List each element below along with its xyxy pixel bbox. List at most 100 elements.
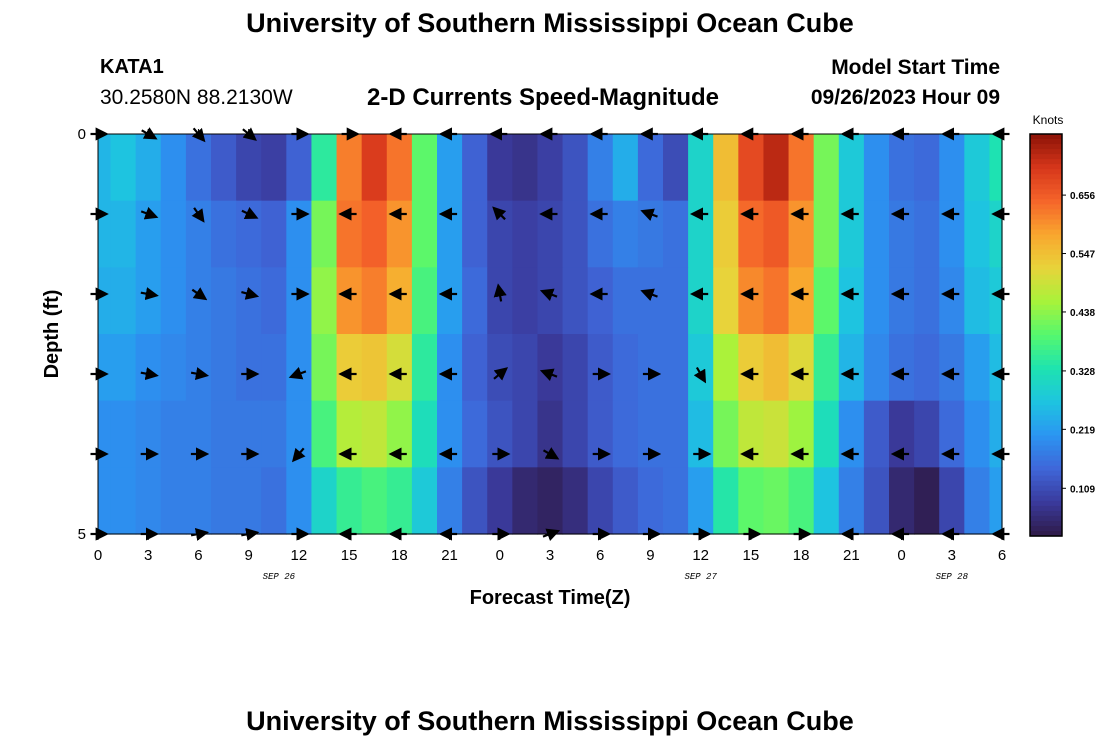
heatmap-cell — [98, 334, 112, 402]
heatmap-cell — [863, 134, 890, 202]
heatmap-cell — [462, 267, 488, 335]
colorbar-segment — [1030, 249, 1062, 256]
colorbar-segment — [1030, 174, 1062, 180]
heatmap-cell — [562, 134, 589, 202]
heatmap-cell — [160, 467, 187, 535]
colorbar-segment — [1030, 415, 1062, 422]
heatmap-cell — [763, 467, 790, 535]
heatmap-cell — [512, 467, 539, 535]
current-vector-arrow — [693, 366, 707, 384]
heatmap-cell — [537, 267, 564, 335]
colorbar-segment — [1030, 259, 1062, 266]
heatmap-cell — [386, 134, 413, 202]
heatmap-cell — [336, 134, 363, 202]
station-id: KATA1 — [100, 56, 164, 78]
currents-heatmap-chart: 0 3 6 9 12 15 18 21 0 3 6 9 12 15 18 21 0 3 6 SEP 26 SEP 27 S… — [41, 113, 1095, 609]
colorbar-segment — [1030, 455, 1062, 462]
current-vector-arrow — [640, 288, 658, 302]
heatmap-cell — [989, 334, 1003, 402]
heatmap-cell — [964, 334, 991, 402]
heatmap-cell — [160, 400, 187, 468]
heatmap-cell — [813, 267, 840, 335]
colorbar-segment — [1030, 495, 1062, 502]
heatmap-cell — [663, 267, 689, 335]
heatmap-cell — [462, 334, 488, 402]
heatmap-cell — [512, 334, 539, 402]
x-tick-label: 3 — [144, 547, 152, 564]
heatmap-cell — [185, 400, 212, 468]
colorbar-segment — [1030, 490, 1062, 497]
colorbar-segment — [1030, 395, 1062, 401]
heatmap-cell — [838, 267, 865, 335]
heatmap-cell — [135, 334, 162, 402]
colorbar-segment — [1030, 194, 1062, 200]
heatmap-cell — [713, 267, 739, 335]
current-vector-arrow — [291, 447, 306, 463]
heatmap-cell — [914, 467, 940, 535]
heatmap-cell — [713, 400, 739, 468]
heatmap-cell — [663, 200, 689, 268]
heatmap-cell — [462, 200, 488, 268]
colorbar-segment — [1030, 264, 1062, 271]
heatmap-cell — [964, 200, 991, 268]
heatmap-cell — [110, 200, 137, 268]
current-vector-arrow — [140, 287, 159, 301]
current-vector-arrow — [190, 367, 210, 381]
current-vector-arrow — [493, 283, 507, 302]
colorbar-segment — [1030, 345, 1062, 351]
current-vector-arrow — [191, 287, 208, 301]
heatmap-cell — [813, 200, 840, 268]
colorbar-segment — [1030, 530, 1062, 537]
date-label: SEP 27 — [684, 572, 717, 582]
heatmap-cell — [863, 400, 890, 468]
heatmap-cell — [939, 334, 965, 402]
colorbar-segment — [1030, 500, 1062, 507]
heatmap-cell — [411, 267, 438, 335]
heatmap-cell — [135, 134, 162, 202]
heatmap-cell — [211, 267, 237, 335]
heatmap-cell — [311, 467, 338, 535]
heatmap-cell — [612, 200, 639, 268]
heatmap-cells — [98, 134, 1003, 535]
heatmap-cell — [437, 334, 463, 402]
colorbar-segment — [1030, 430, 1062, 437]
x-tick-label: 18 — [391, 547, 408, 564]
heatmap-cell — [939, 267, 965, 335]
date-label: SEP 26 — [263, 572, 296, 582]
colorbar-segment — [1030, 209, 1062, 216]
heatmap-cell — [386, 267, 413, 335]
colorbar-tick-label: 0.328 — [1070, 367, 1095, 378]
heatmap-cell — [788, 267, 815, 335]
heatmap-cell — [989, 400, 1003, 468]
colorbar-segment — [1030, 314, 1062, 321]
colorbar-segment — [1030, 304, 1062, 311]
colorbar-segment — [1030, 229, 1062, 236]
colorbar-segment — [1030, 515, 1062, 522]
heatmap-cell — [211, 334, 237, 402]
station-coordinates: 30.2580N 88.2130W — [100, 86, 293, 109]
colorbar-segment — [1030, 370, 1062, 376]
colorbar-segment — [1030, 405, 1062, 411]
heatmap-cell — [688, 400, 714, 468]
colorbar-segment — [1030, 435, 1062, 442]
heatmap-cell — [863, 200, 890, 268]
heatmap-cell — [738, 267, 765, 335]
heatmap-cell — [311, 134, 338, 202]
heatmap-cell — [788, 334, 815, 402]
x-tick-label: 18 — [793, 547, 810, 564]
colorbar-segment — [1030, 134, 1062, 140]
heatmap-cell — [361, 467, 388, 535]
colorbar-segment — [1030, 164, 1062, 170]
heatmap-cell — [788, 467, 815, 535]
current-vector-arrow — [241, 287, 260, 300]
colorbar-segment — [1030, 239, 1062, 246]
y-tick-label: 0 — [78, 126, 86, 143]
colorbar-segment — [1030, 144, 1062, 150]
heatmap-cell — [964, 400, 991, 468]
heatmap-cell — [838, 334, 865, 402]
colorbar-segment — [1030, 385, 1062, 391]
heatmap-cell — [336, 267, 363, 335]
main-title: University of Southern Mississippi Ocean… — [246, 8, 854, 38]
heatmap-cell — [411, 400, 438, 468]
colorbar-segment — [1030, 139, 1062, 145]
